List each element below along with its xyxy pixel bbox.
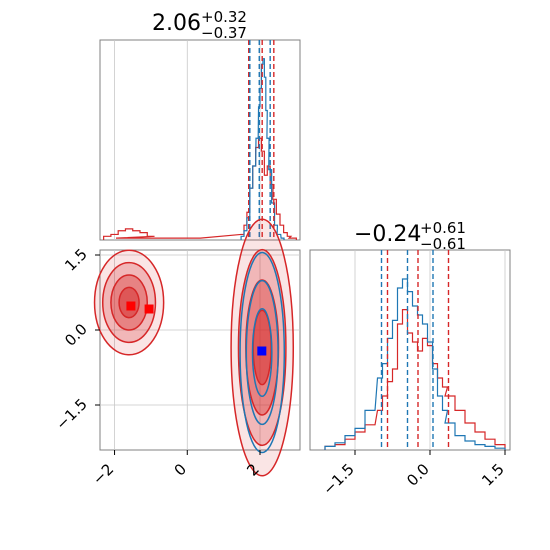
y-tick-label: −1.5 xyxy=(52,395,90,433)
title-plus: +0.32 xyxy=(201,8,247,26)
blue-contour xyxy=(239,251,286,454)
y-tick-label: 0.0 xyxy=(61,320,91,350)
blue-contour xyxy=(245,279,279,426)
title-value: −0.24 xyxy=(354,222,421,247)
red-marker xyxy=(144,304,154,314)
right-panel-histograms xyxy=(324,278,506,450)
right-x-ticks: −1.5 0.0 1.5 xyxy=(319,450,508,499)
top-panel-quantile-lines xyxy=(248,40,275,240)
top-panel-title: 2.06 +0.32 −0.37 xyxy=(152,8,247,42)
right-panel-frame xyxy=(309,249,511,451)
blue-contour xyxy=(251,308,273,397)
top-panel-frame xyxy=(99,39,301,241)
red-marker xyxy=(126,301,136,311)
blue-marker xyxy=(257,346,267,356)
joint-x-ticks: −2 0 2 xyxy=(89,450,263,488)
top-panel-grid xyxy=(114,40,261,240)
x-tick-label: 0 xyxy=(171,460,190,479)
title-minus: −0.37 xyxy=(201,24,247,42)
title-value: 2.06 xyxy=(152,11,201,36)
top-marginal-panel: 2.06 +0.32 −0.37 xyxy=(99,8,301,241)
right-panel-title: −0.24 +0.61 −0.61 xyxy=(354,219,466,253)
right-marginal-panel: −1.5 0.0 1.5 −0.24 +0.61 −0.61 xyxy=(309,219,511,499)
y-tick-label: 1.5 xyxy=(61,245,91,275)
x-tick-label: 1.5 xyxy=(478,460,508,490)
blue-histogram xyxy=(324,278,506,450)
title-plus: +0.61 xyxy=(420,219,466,237)
x-tick-label: −2 xyxy=(89,460,117,488)
joint-panel-contours xyxy=(93,218,295,477)
x-tick-label: −1.5 xyxy=(319,460,357,498)
x-tick-label: 0.0 xyxy=(403,460,433,490)
joint-y-ticks: 1.5 0.0 −1.5 xyxy=(52,245,100,434)
joint-panel-markers xyxy=(126,301,267,356)
title-minus: −0.61 xyxy=(420,235,466,253)
right-panel-quantile-lines xyxy=(380,250,450,450)
joint-panel: −2 0 2 1.50.0−1.5 xyxy=(52,218,301,488)
right-panel-grid xyxy=(354,250,506,450)
